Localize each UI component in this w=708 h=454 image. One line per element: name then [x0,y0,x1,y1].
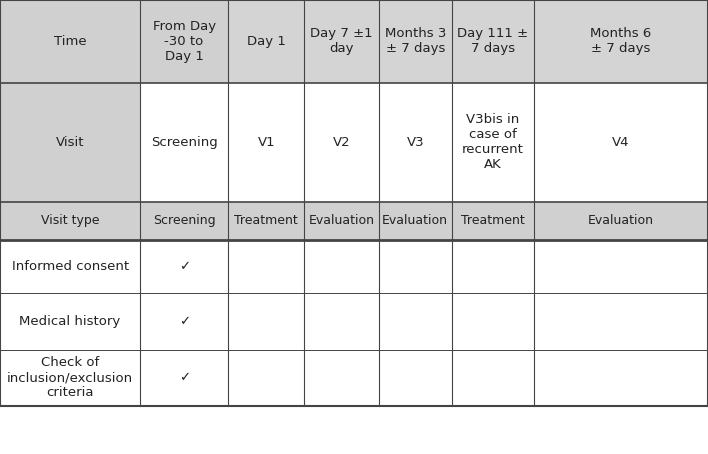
Bar [534,83,708,202]
Text: Screening: Screening [153,214,215,227]
Bar [452,83,534,202]
Text: Check of
inclusion/exclusion
criteria: Check of inclusion/exclusion criteria [7,356,133,400]
Bar [379,0,452,83]
Text: Visit: Visit [56,136,84,149]
Bar [304,293,379,350]
Bar [0,202,140,240]
Bar [228,83,304,202]
Bar [228,350,304,406]
Text: From Day
-30 to
Day 1: From Day -30 to Day 1 [152,20,216,63]
Bar [379,202,452,240]
Bar [379,293,452,350]
Text: Treatment: Treatment [234,214,298,227]
Bar [452,0,534,83]
Text: Treatment: Treatment [461,214,525,227]
Text: Evaluation: Evaluation [382,214,448,227]
Bar [534,202,708,240]
Text: ✓: ✓ [178,260,190,273]
Bar [0,293,140,350]
Bar [140,202,228,240]
Text: V1: V1 [258,136,275,149]
Bar [0,350,140,406]
Bar [534,0,708,83]
Text: Day 111 ±
7 days: Day 111 ± 7 days [457,27,528,55]
Text: Months 6
± 7 days: Months 6 ± 7 days [590,27,651,55]
Text: Informed consent: Informed consent [11,260,129,273]
Bar [0,83,140,202]
Text: V2: V2 [333,136,350,149]
Text: Day 7 ±1
day: Day 7 ±1 day [310,27,373,55]
Bar [534,240,708,293]
Bar [228,0,304,83]
Text: V3: V3 [406,136,424,149]
Text: Time: Time [54,35,86,48]
Text: Evaluation: Evaluation [588,214,654,227]
Bar [228,202,304,240]
Text: Medical history: Medical history [19,315,121,328]
Bar [452,293,534,350]
Bar [534,350,708,406]
Text: Visit type: Visit type [41,214,99,227]
Bar [0,240,140,293]
Bar [379,240,452,293]
Text: Day 1: Day 1 [247,35,285,48]
Bar [140,240,228,293]
Bar [304,350,379,406]
Text: V4: V4 [612,136,629,149]
Bar [140,0,228,83]
Bar [534,293,708,350]
Text: Screening: Screening [151,136,217,149]
Bar [0,0,140,83]
Bar [140,83,228,202]
Bar [304,240,379,293]
Text: V3bis in
case of
recurrent
AK: V3bis in case of recurrent AK [462,114,524,171]
Bar [379,83,452,202]
Bar [140,293,228,350]
Bar [304,0,379,83]
Text: Months 3
± 7 days: Months 3 ± 7 days [384,27,446,55]
Bar [452,202,534,240]
Bar [452,240,534,293]
Bar [228,293,304,350]
Text: ✓: ✓ [178,371,190,385]
Text: ✓: ✓ [178,315,190,328]
Text: Evaluation: Evaluation [309,214,375,227]
Bar [304,202,379,240]
Bar [452,350,534,406]
Bar [228,240,304,293]
Bar [304,83,379,202]
Bar [140,350,228,406]
Bar [379,350,452,406]
